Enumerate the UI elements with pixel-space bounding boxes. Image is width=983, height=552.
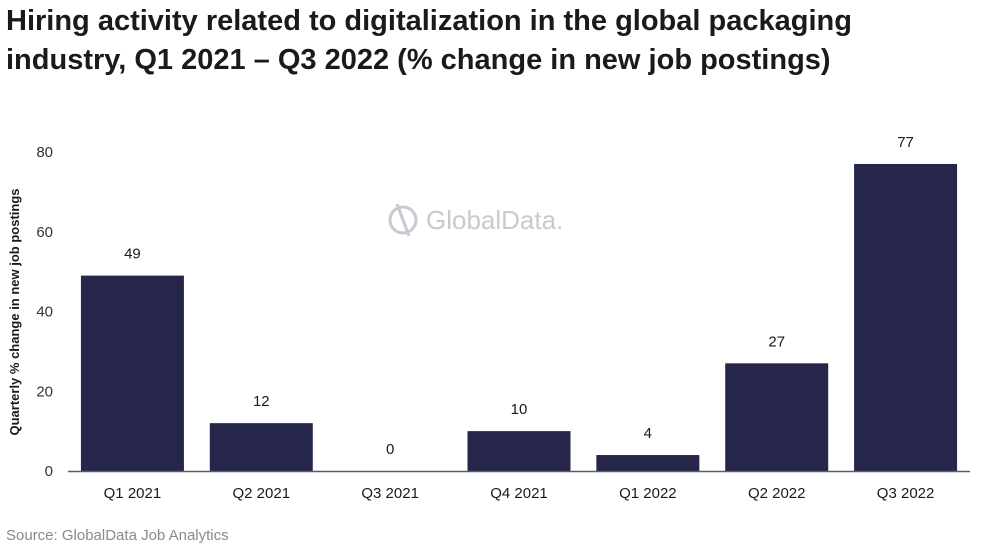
x-tick-label: Q3 2022 — [877, 485, 935, 502]
bar — [467, 431, 571, 471]
data-label: 49 — [124, 246, 141, 263]
bar — [80, 275, 184, 471]
x-tick-label: Q1 2022 — [619, 485, 677, 502]
bar — [854, 163, 958, 471]
watermark: GlobalData. — [388, 203, 563, 237]
source-note: Source: GlobalData Job Analytics — [6, 527, 229, 544]
data-label: 27 — [768, 333, 785, 350]
watermark-text: GlobalData. — [426, 205, 563, 235]
globaldata-logo-icon — [388, 203, 418, 237]
y-axis: 0 20 40 60 80 — [36, 144, 53, 480]
data-labels: 49 12 0 10 4 27 77 — [124, 134, 914, 458]
y-tick-label: 60 — [36, 224, 53, 241]
bar — [209, 423, 313, 471]
bar — [725, 363, 829, 471]
y-tick-label: 20 — [36, 383, 53, 400]
y-tick-label: 80 — [36, 144, 53, 161]
bar — [596, 455, 700, 471]
x-axis: Q1 2021 Q2 2021 Q3 2021 Q4 2021 Q1 2022 Q2 20… — [104, 485, 935, 502]
x-tick-label: Q2 2021 — [233, 485, 291, 502]
data-label: 4 — [644, 425, 652, 442]
chart-title: Hiring activity related to digitalizatio… — [6, 5, 852, 76]
data-label: 77 — [897, 134, 914, 151]
x-tick-label: Q1 2021 — [104, 485, 162, 502]
y-tick-label: 40 — [36, 304, 53, 321]
x-tick-label: Q2 2022 — [748, 485, 806, 502]
data-label: 10 — [511, 401, 528, 418]
data-label: 0 — [386, 441, 394, 458]
y-axis-label: Quarterly % change in new job postings — [7, 188, 22, 435]
data-label: 12 — [253, 393, 270, 410]
y-tick-label: 0 — [45, 463, 53, 480]
x-tick-label: Q4 2021 — [490, 485, 548, 502]
x-tick-label: Q3 2021 — [361, 485, 419, 502]
bars — [80, 163, 958, 471]
